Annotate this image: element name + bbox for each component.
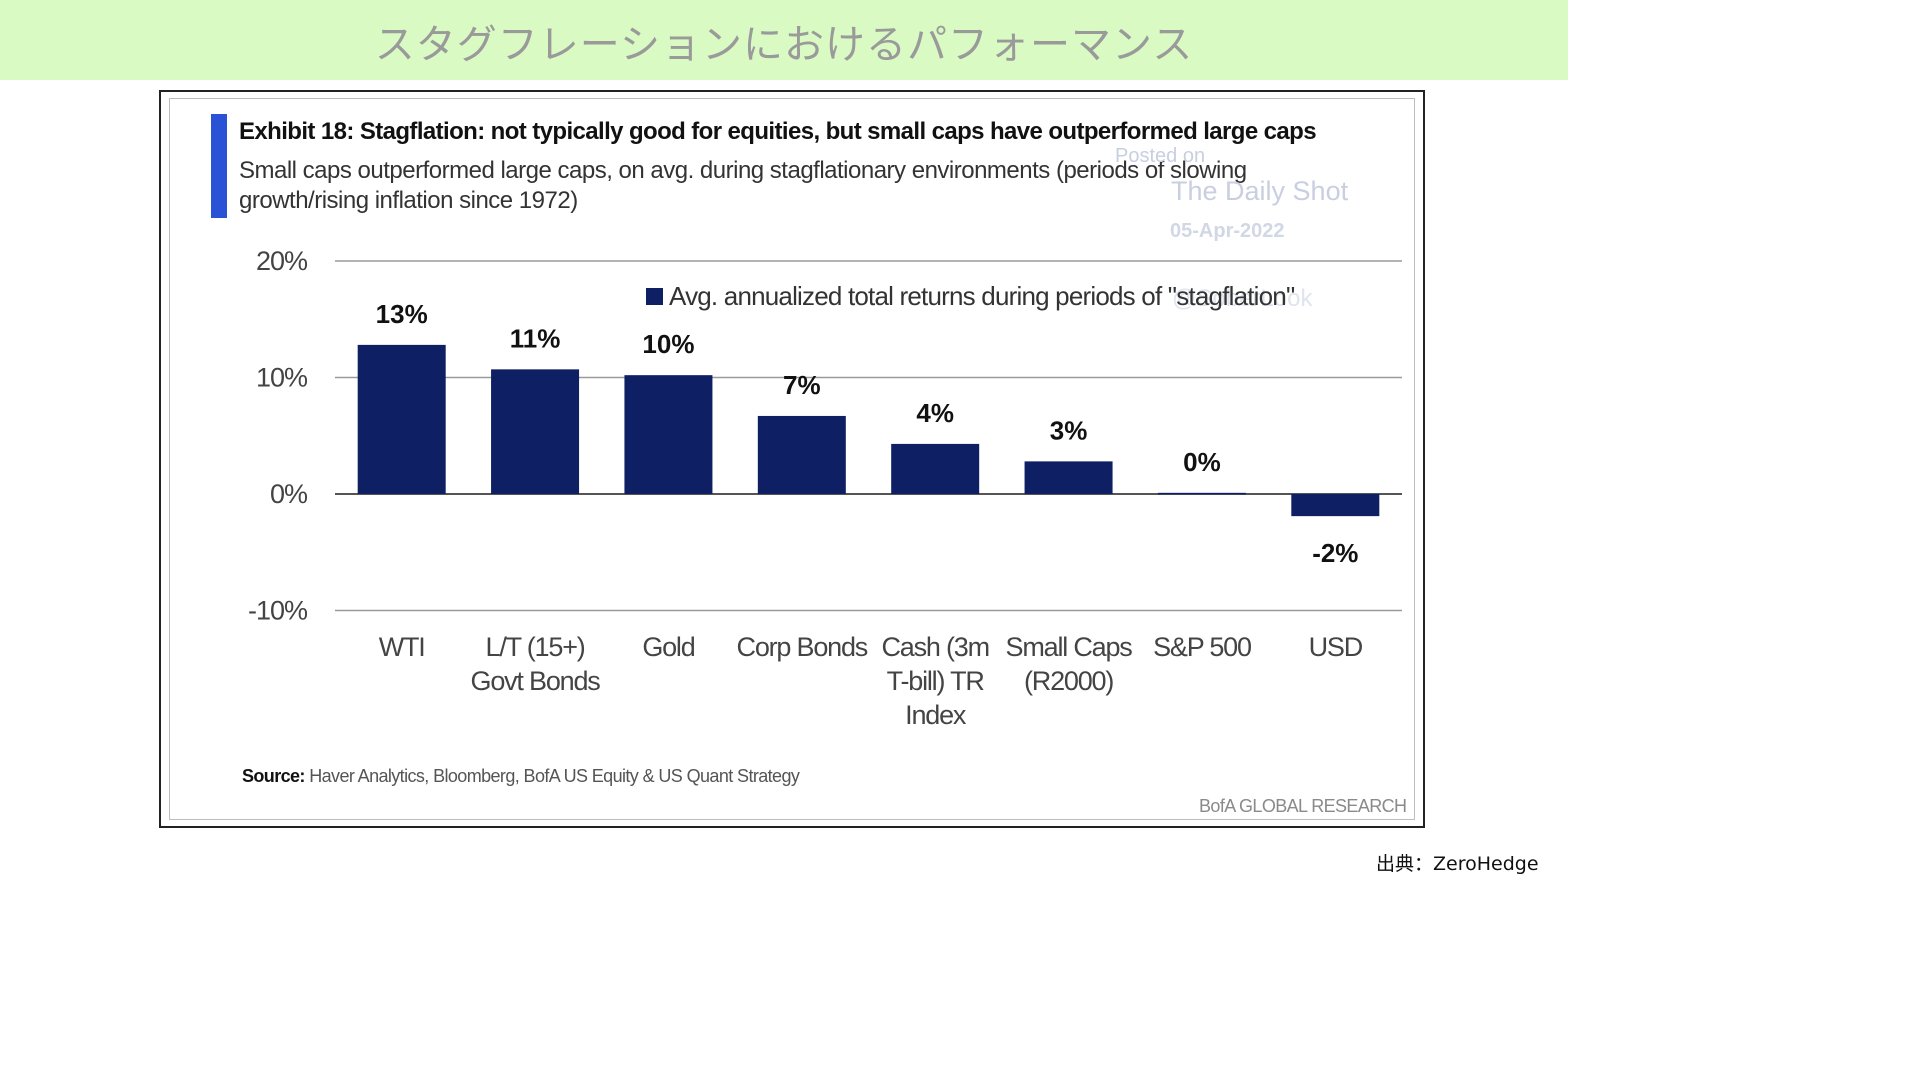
source-note: Source: Haver Analytics, Bloomberg, BofA…	[242, 766, 800, 787]
category-label: Govt Bonds	[471, 666, 601, 696]
category-label: Index	[905, 700, 967, 730]
watermark-date: 05-Apr-2022	[1170, 220, 1285, 242]
bar	[357, 344, 446, 494]
bar	[624, 375, 713, 494]
data-label: 13%	[376, 299, 428, 329]
category-label: Gold	[642, 632, 694, 662]
y-tick-label: -10%	[248, 596, 308, 626]
bar	[1024, 461, 1113, 494]
category-label: (R2000)	[1024, 666, 1113, 696]
category-label: T-bill) TR	[887, 666, 985, 696]
data-label: 10%	[642, 329, 694, 359]
legend-label: Avg. annualized total returns during per…	[669, 281, 1295, 311]
credit-label: 出典：ZeroHedge	[1376, 853, 1539, 875]
legend-swatch	[646, 288, 663, 305]
bar	[1291, 494, 1380, 517]
y-tick-label: 10%	[256, 363, 308, 393]
bar	[891, 443, 980, 494]
source-label: Source:	[242, 766, 305, 786]
source-text: Haver Analytics, Bloomberg, BofA US Equi…	[309, 766, 800, 786]
category-label: Small Caps	[1006, 632, 1133, 662]
title-accent-bar	[211, 114, 227, 218]
watermark-daily-shot: The Daily Shot	[1171, 176, 1349, 206]
bar-chart: 20% 10% 0% -10% 13% WTI 11% L/T (15+) Govt Bonds…	[248, 246, 1402, 730]
data-label: 7%	[783, 370, 821, 400]
data-label: 4%	[916, 398, 954, 428]
bar	[491, 369, 580, 494]
category-label: Corp Bonds	[737, 632, 868, 662]
exhibit-title: Exhibit 18: Stagflation: not typically g…	[239, 118, 1317, 145]
data-label: 3%	[1050, 415, 1088, 445]
y-tick-label: 20%	[256, 246, 308, 276]
category-label: USD	[1309, 632, 1363, 662]
y-tick-label: 0%	[270, 479, 308, 509]
bar	[757, 415, 846, 494]
brand-label: BofA GLOBAL RESEARCH	[1199, 796, 1407, 816]
exhibit-subtitle: Small caps outperformed large caps, on a…	[239, 157, 1247, 214]
category-label: L/T (15+)	[486, 632, 585, 662]
category-label: WTI	[379, 632, 425, 662]
page-title: スタグフレーションにおけるパフォーマンス	[374, 22, 1194, 68]
data-label: -2%	[1312, 538, 1358, 568]
category-label: S&P 500	[1153, 632, 1251, 662]
data-label: 11%	[510, 323, 561, 353]
data-label: 0%	[1183, 447, 1221, 477]
watermark-posted-on: Posted on	[1115, 145, 1206, 167]
bar	[1157, 492, 1246, 495]
exhibit-inner-border	[169, 98, 1415, 820]
header-banner: スタグフレーションにおけるパフォーマンス	[0, 0, 1568, 80]
watermark-handle: @SoberLook	[1172, 285, 1313, 312]
category-label: Cash (3m	[881, 632, 988, 662]
